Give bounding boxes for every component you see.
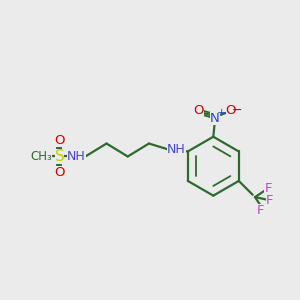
Text: CH₃: CH₃ [30,150,52,163]
Text: O: O [226,104,236,117]
Text: O: O [54,134,65,147]
Text: F: F [266,194,274,207]
Text: S: S [55,149,64,164]
Text: −: − [232,104,243,117]
Text: NH: NH [67,150,86,163]
Text: F: F [257,204,265,217]
Text: NH: NH [167,143,186,157]
Text: F: F [265,182,272,195]
Text: +: + [217,108,226,118]
Text: O: O [54,166,65,179]
Text: O: O [193,104,204,117]
Text: N: N [210,112,220,125]
